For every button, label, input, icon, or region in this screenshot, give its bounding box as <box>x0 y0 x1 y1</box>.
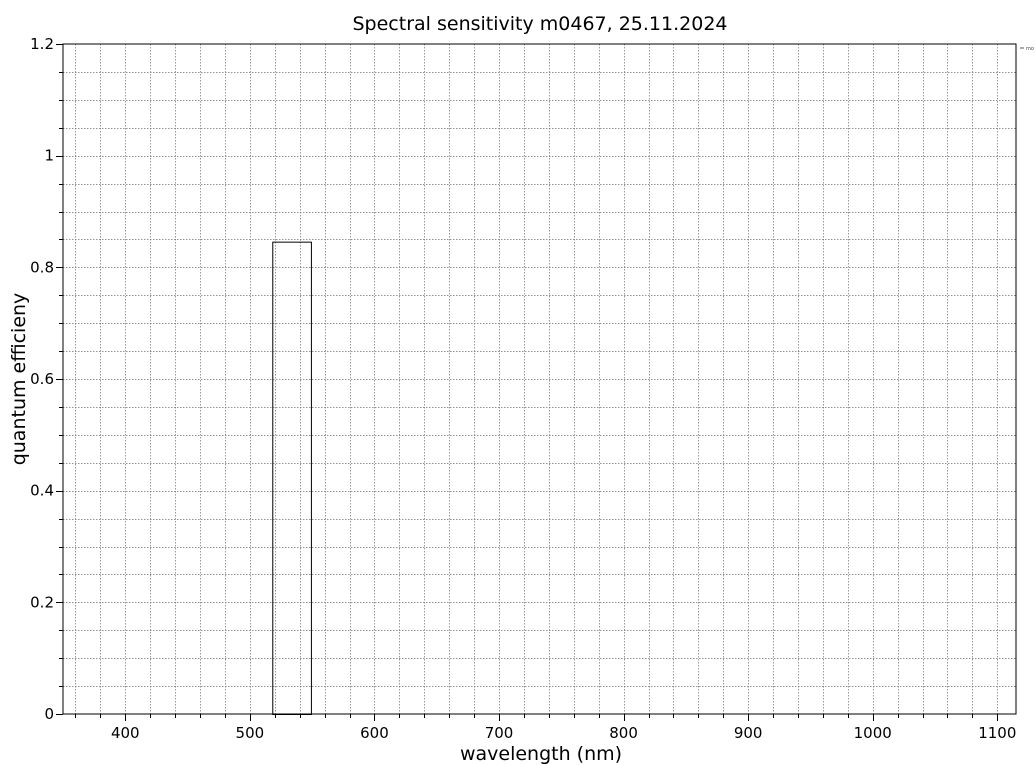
x-tick-label: 600 <box>360 724 389 742</box>
y-tick-label: 1 <box>44 147 54 165</box>
chart-title: Spectral sensitivity m0467, 25.11.2024 <box>353 13 728 35</box>
y-tick-label: 0.8 <box>30 258 54 276</box>
x-tick-labels: 400 500 600 700 800 900 1000 1100 <box>111 724 1016 742</box>
x-tick-label: 1000 <box>854 724 892 742</box>
x-axis-label: wavelength (nm) <box>460 743 622 765</box>
plot-frame <box>62 43 1017 715</box>
x-tick-label: 1100 <box>978 724 1016 742</box>
ticks <box>56 44 998 721</box>
y-tick-label: 0 <box>44 705 54 723</box>
y-axis-label: quantum efficieny <box>8 293 30 466</box>
y-tick-label: 0.2 <box>30 593 54 611</box>
y-tick-labels: 0 0.2 0.4 0.6 0.8 1 1.2 <box>30 35 54 723</box>
y-tick-label: 0.6 <box>30 370 54 388</box>
x-tick-label: 900 <box>734 724 763 742</box>
x-tick-label: 500 <box>236 724 265 742</box>
y-tick-label: 0.4 <box>30 482 54 500</box>
y-tick-label: 1.2 <box>30 35 54 53</box>
legend: mo <box>1020 46 1034 52</box>
x-tick-label: 700 <box>485 724 514 742</box>
legend-label: mo <box>1026 46 1034 52</box>
x-tick-label: 800 <box>609 724 638 742</box>
grid <box>63 44 1016 714</box>
x-tick-label: 400 <box>111 724 140 742</box>
bars <box>272 241 312 715</box>
bar <box>272 241 312 715</box>
